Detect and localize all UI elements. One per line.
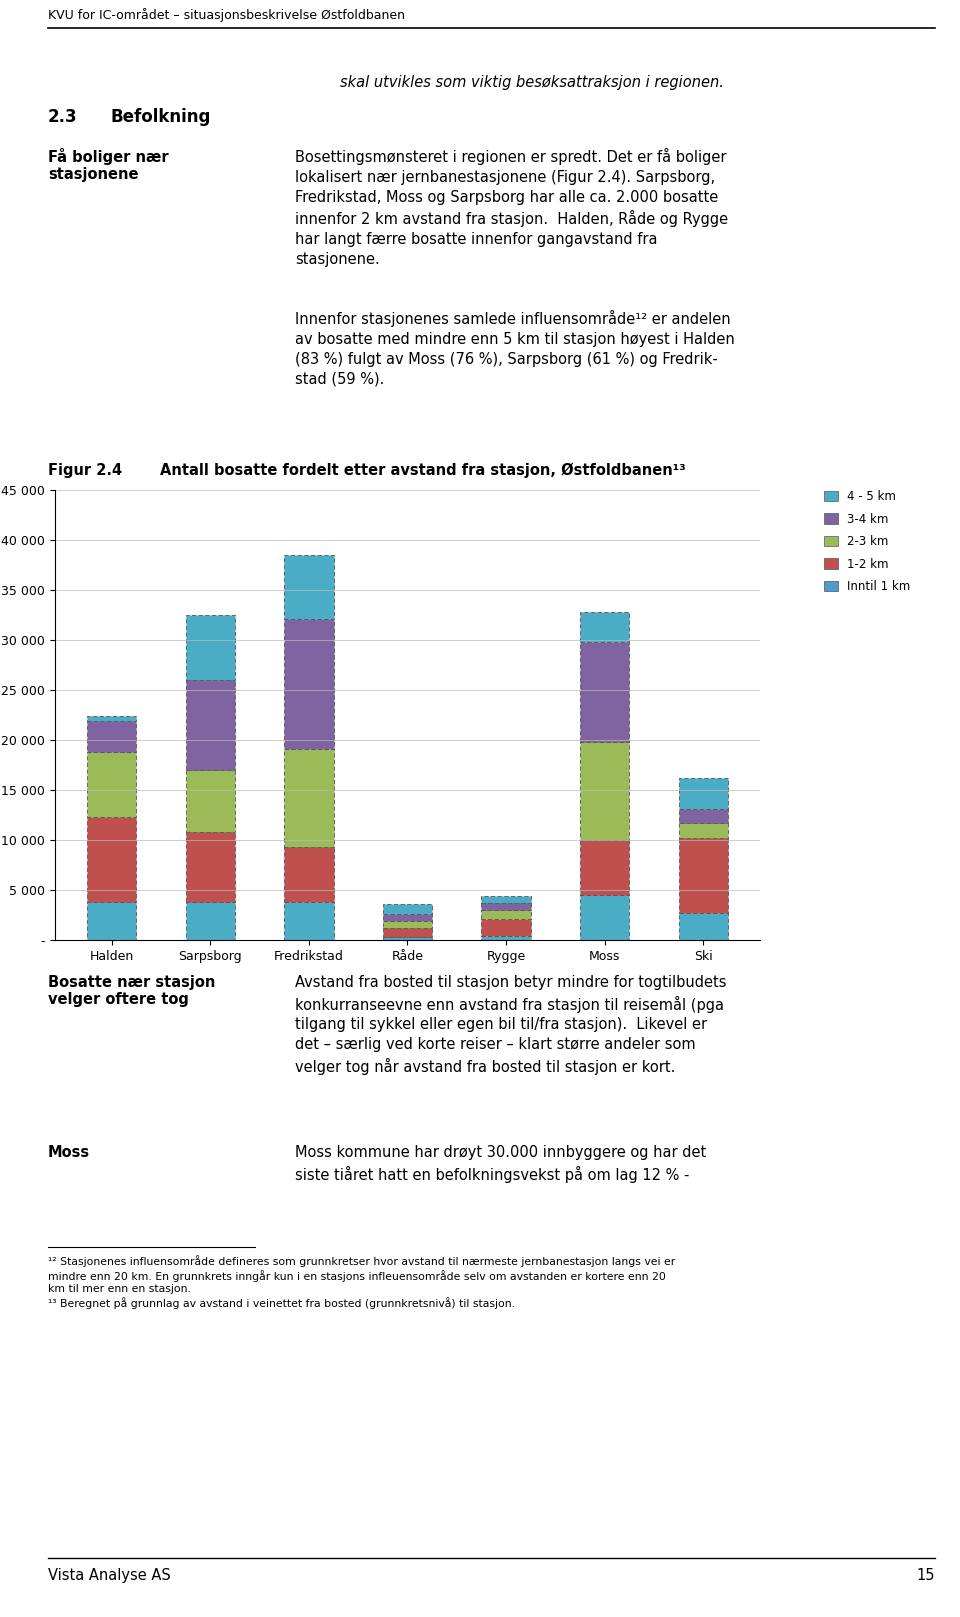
Bar <box>284 619 333 749</box>
Text: ¹² Stasjonenes influensområde defineres som grunnkretser hvor avstand til nærmes: ¹² Stasjonenes influensområde defineres … <box>48 1255 675 1310</box>
Bar <box>383 928 432 936</box>
Bar <box>87 817 136 902</box>
Bar <box>185 681 235 770</box>
Text: KVU for IC-området – situasjonsbeskrivelse Østfoldbanen: KVU for IC-området – situasjonsbeskrivel… <box>48 8 405 23</box>
Text: Befolkning: Befolkning <box>110 108 210 126</box>
Text: Figur 2.4: Figur 2.4 <box>48 462 122 479</box>
Text: Bosettingsmønsteret i regionen er spredt. Det er få boliger
lokalisert nær jernb: Bosettingsmønsteret i regionen er spredt… <box>295 149 728 267</box>
Bar <box>185 833 235 902</box>
Bar <box>87 716 136 721</box>
Bar <box>580 611 630 642</box>
Text: Moss kommune har drøyt 30.000 innbyggere og har det
siste tiåret hatt en befolkn: Moss kommune har drøyt 30.000 innbyggere… <box>295 1145 707 1182</box>
Bar <box>185 770 235 833</box>
Bar <box>284 902 333 939</box>
Text: Antall bosatte fordelt etter avstand fra stasjon, Østfoldbanen¹³: Antall bosatte fordelt etter avstand fra… <box>160 462 685 479</box>
Bar <box>185 614 235 681</box>
Text: Innenfor stasjonenes samlede influensområde¹² er andelen
av bosatte med mindre e: Innenfor stasjonenes samlede influensomr… <box>295 310 734 386</box>
Bar <box>679 808 728 823</box>
Text: skal utvikles som viktig besøksattraksjon i regionen.: skal utvikles som viktig besøksattraksjo… <box>340 74 724 91</box>
Bar <box>284 749 333 847</box>
Bar <box>482 896 531 904</box>
Bar <box>383 914 432 922</box>
Bar <box>679 823 728 838</box>
Bar <box>580 894 630 939</box>
Bar <box>482 904 531 910</box>
Bar <box>87 902 136 939</box>
Text: Bosatte nær stasjon
velger oftere tog: Bosatte nær stasjon velger oftere tog <box>48 975 215 1007</box>
Bar <box>482 936 531 939</box>
Bar <box>383 904 432 914</box>
Bar <box>580 742 630 839</box>
Text: 2.3: 2.3 <box>48 108 78 126</box>
Bar <box>679 838 728 914</box>
Bar <box>284 847 333 902</box>
Text: Få boliger nær
stasjonene: Få boliger nær stasjonene <box>48 149 169 183</box>
Bar <box>580 839 630 894</box>
Bar <box>679 778 728 808</box>
Bar <box>383 936 432 939</box>
Text: Moss: Moss <box>48 1145 90 1159</box>
Bar <box>383 922 432 928</box>
Bar <box>284 555 333 619</box>
Legend: 4 - 5 km, 3-4 km, 2-3 km, 1-2 km, Inntil 1 km: 4 - 5 km, 3-4 km, 2-3 km, 1-2 km, Inntil… <box>819 485 915 598</box>
Bar <box>482 910 531 920</box>
Bar <box>482 920 531 936</box>
Bar <box>580 642 630 742</box>
Text: Vista Analyse AS: Vista Analyse AS <box>48 1568 171 1583</box>
Bar <box>679 914 728 939</box>
Bar <box>87 752 136 817</box>
Bar <box>185 902 235 939</box>
Bar <box>87 721 136 752</box>
Text: 15: 15 <box>917 1568 935 1583</box>
Text: Avstand fra bosted til stasjon betyr mindre for togtilbudets
konkurranseevne enn: Avstand fra bosted til stasjon betyr min… <box>295 975 727 1075</box>
